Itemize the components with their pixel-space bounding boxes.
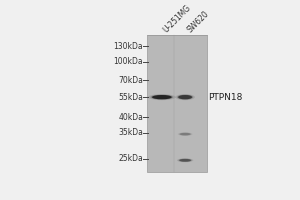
- Ellipse shape: [180, 133, 190, 135]
- Ellipse shape: [178, 132, 193, 136]
- Text: SW620: SW620: [185, 9, 210, 34]
- Ellipse shape: [179, 133, 191, 136]
- Text: 40kDa: 40kDa: [118, 113, 143, 122]
- Ellipse shape: [148, 94, 176, 100]
- Ellipse shape: [178, 159, 192, 162]
- Ellipse shape: [179, 159, 191, 162]
- Ellipse shape: [177, 158, 193, 162]
- Text: PTPN18: PTPN18: [208, 93, 243, 102]
- Text: 70kDa: 70kDa: [118, 76, 143, 85]
- Text: 25kDa: 25kDa: [118, 154, 143, 163]
- Text: U-251MG: U-251MG: [162, 3, 193, 34]
- Ellipse shape: [152, 95, 172, 99]
- Text: 130kDa: 130kDa: [114, 42, 143, 51]
- Ellipse shape: [178, 95, 192, 99]
- Bar: [147, 35, 207, 172]
- Text: 35kDa: 35kDa: [118, 128, 143, 137]
- Ellipse shape: [177, 95, 193, 100]
- Ellipse shape: [176, 94, 195, 100]
- Ellipse shape: [151, 95, 173, 100]
- Text: 55kDa: 55kDa: [118, 93, 143, 102]
- Text: 100kDa: 100kDa: [114, 57, 143, 66]
